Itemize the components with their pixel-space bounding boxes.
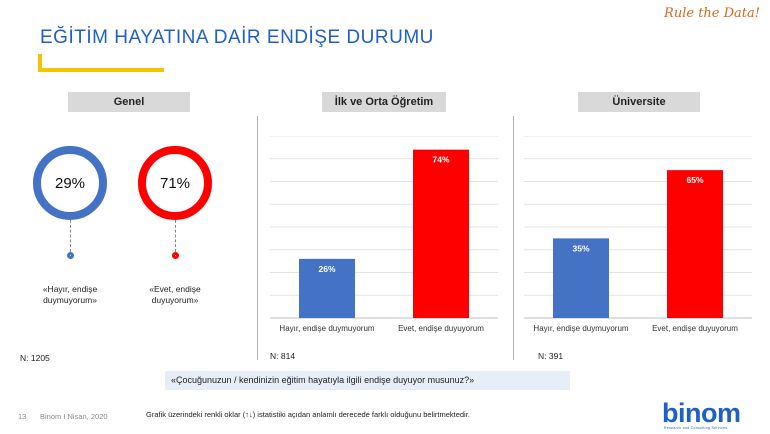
bar (413, 149, 469, 318)
survey-question: «Çocuğunuzun / kendinizin eğitim hayatıy… (165, 371, 570, 390)
bar-value-label: 35% (572, 243, 589, 253)
title-accent-bar (38, 54, 164, 72)
bar-value-label: 26% (318, 264, 335, 274)
bar-chart-university: 35% Hayır, endişe duymuyorum 65% Evet, endi… (524, 136, 752, 333)
bar-chart-primary: 26% Hayır, endişe duymuyorum 74% Evet, endi… (270, 136, 498, 333)
sample-size-university: N: 391 (538, 351, 564, 361)
sample-size-general: N: 1205 (20, 353, 50, 363)
donut-label-line: duyuyorum» (151, 295, 199, 305)
donut-label-line: «Hayır, endişe (42, 284, 98, 294)
donut-value-label: 71% (159, 174, 191, 192)
footnote: Grafik üzerindeki renkli oklar (↑↓) ista… (146, 410, 470, 419)
donut-stem (175, 220, 176, 252)
section-header-university: Üniversite (578, 92, 700, 112)
donut-marker (172, 252, 179, 259)
category-label: Evet, endişe duyuyorum (652, 324, 738, 333)
donut-label-line: duymuyorum» (43, 295, 97, 305)
donut-label-no-concern: «Hayır, endişe duymuyorum» (30, 284, 110, 306)
sample-size-primary: N: 814 (270, 351, 296, 361)
footer-date: Binom I Nisan, 2020 (40, 412, 108, 421)
page-number: 13 (18, 412, 27, 421)
category-label: Hayır, endişe duymuyorum (279, 324, 374, 333)
bar-value-label: 65% (686, 175, 703, 185)
donut-stem (70, 220, 71, 252)
donut-marker (67, 252, 74, 259)
donut-no-concern: 29% (33, 146, 107, 220)
donut-value-label: 29% (54, 174, 86, 192)
category-label: Evet, endişe duyuyorum (398, 324, 484, 333)
donut-label-concern: «Evet, endişe duyuyorum» (135, 284, 215, 306)
page-title: EĞİTİM HAYATINA DAİR ENDİŞE DURUMU (40, 27, 434, 48)
section-divider (257, 116, 258, 360)
donut-label-line: «Evet, endişe (149, 284, 201, 294)
section-divider (513, 116, 514, 360)
bar (553, 238, 609, 318)
section-header-primary: İlk ve Orta Öğretim (322, 92, 446, 112)
section-header-general: Genel (68, 92, 190, 112)
bar (667, 170, 723, 318)
binom-logo-subtitle: Research and Consulting Services (664, 426, 728, 430)
bar (299, 258, 355, 318)
bar-value-label: 74% (432, 155, 449, 165)
brand-tagline: Rule the Data! (664, 6, 760, 21)
binom-logo: binom (662, 398, 741, 428)
category-label: Hayır, endişe duymuyorum (533, 324, 628, 333)
donut-concern: 71% (138, 146, 212, 220)
